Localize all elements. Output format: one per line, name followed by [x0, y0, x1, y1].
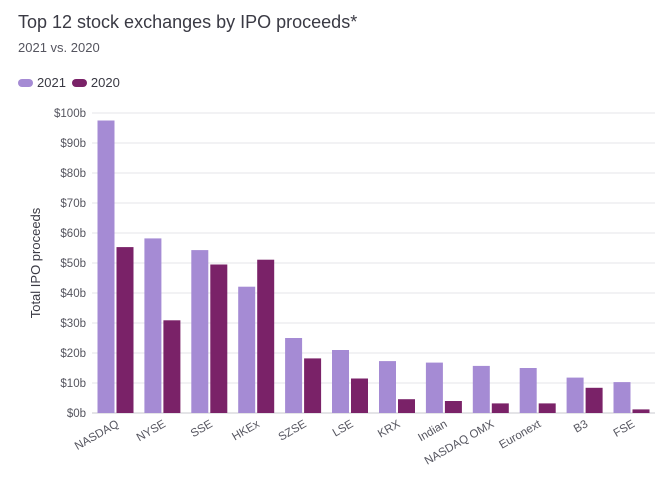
y-tick-label: $40b	[60, 288, 86, 300]
x-tick-label: SSE	[189, 418, 215, 440]
x-tick-label: LSE	[331, 418, 356, 439]
bar-2021-b3[interactable]	[566, 377, 584, 413]
x-tick-label: Indian	[416, 418, 449, 444]
legend: 2021 2020	[18, 75, 126, 90]
bar-2020-b3[interactable]	[585, 387, 603, 413]
chart-title: Top 12 stock exchanges by IPO proceeds*	[18, 12, 358, 32]
y-tick-label: $80b	[60, 168, 86, 180]
legend-item-2021[interactable]: 2021	[18, 75, 66, 90]
bars	[97, 120, 650, 414]
x-tick-label: NASDAQ	[73, 418, 121, 453]
y-tick-label: $100b	[54, 108, 86, 120]
bar-2021-krx[interactable]	[379, 361, 396, 413]
x-tick-label: Euronext	[497, 418, 544, 452]
bar-2020-szse[interactable]	[304, 358, 322, 413]
bar-2020-nasdaq-omx[interactable]	[491, 403, 509, 413]
bar-2020-sse[interactable]	[210, 264, 228, 414]
x-tick-label: HKEx	[230, 418, 262, 443]
legend-swatch-2020	[71, 78, 87, 87]
y-tick-label: $70b	[60, 198, 86, 210]
bar-2021-fse[interactable]	[613, 382, 631, 413]
bar-2020-indian[interactable]	[444, 401, 462, 413]
bar-2021-nasdaq[interactable]	[97, 120, 115, 414]
chart-subtitle: 2021 vs. 2020	[18, 40, 100, 55]
legend-label-2021: 2021	[37, 75, 66, 90]
gridlines	[92, 112, 655, 414]
y-tick-label: $30b	[60, 318, 86, 330]
bar-2020-hkex[interactable]	[257, 259, 275, 413]
bar-2021-euronext[interactable]	[519, 368, 537, 413]
bar-2020-euronext[interactable]	[538, 403, 556, 413]
legend-item-2020[interactable]: 2020	[71, 75, 120, 90]
bar-2020-lse[interactable]	[351, 378, 368, 414]
legend-swatch-2021	[18, 78, 33, 87]
y-tick-label: $60b	[60, 228, 86, 240]
bar-2020-fse[interactable]	[632, 409, 650, 413]
bar-2021-hkex[interactable]	[238, 286, 256, 413]
y-tick-label: $10b	[60, 378, 86, 390]
bar-2021-nasdaq-omx[interactable]	[472, 365, 490, 413]
bar-2021-sse[interactable]	[191, 250, 209, 413]
x-tick-label: B3	[572, 418, 590, 435]
y-axis-label: Total IPO proceeds	[28, 207, 43, 318]
x-tick-label: KRX	[376, 418, 403, 440]
bar-2021-szse[interactable]	[285, 338, 303, 413]
y-tick-label: $20b	[60, 348, 86, 360]
x-axis-ticks: NASDAQ NYSE SSE HKEx SZSE LSE KRX IndianNASDAQ …	[73, 418, 637, 468]
bar-2021-nyse[interactable]	[144, 238, 162, 413]
x-tick-label: NYSE	[135, 418, 168, 444]
legend-label-2020: 2020	[90, 75, 120, 90]
bar-2021-indian[interactable]	[425, 362, 443, 413]
x-tick-label: FSE	[612, 418, 638, 440]
bar-2020-nasdaq[interactable]	[116, 247, 134, 413]
y-tick-label: $90b	[60, 138, 86, 150]
y-tick-label: $0b	[67, 408, 86, 420]
x-tick-label: SZSE	[277, 418, 309, 444]
bar-2020-krx[interactable]	[398, 399, 415, 413]
y-axis-ticks: $0b $10b $20b $30b $40b $50b $60b $70b $80b $90b $…	[54, 108, 86, 420]
bar-2020-nyse[interactable]	[163, 320, 181, 413]
y-tick-label: $50b	[60, 258, 86, 270]
bar-2021-lse[interactable]	[332, 350, 349, 413]
